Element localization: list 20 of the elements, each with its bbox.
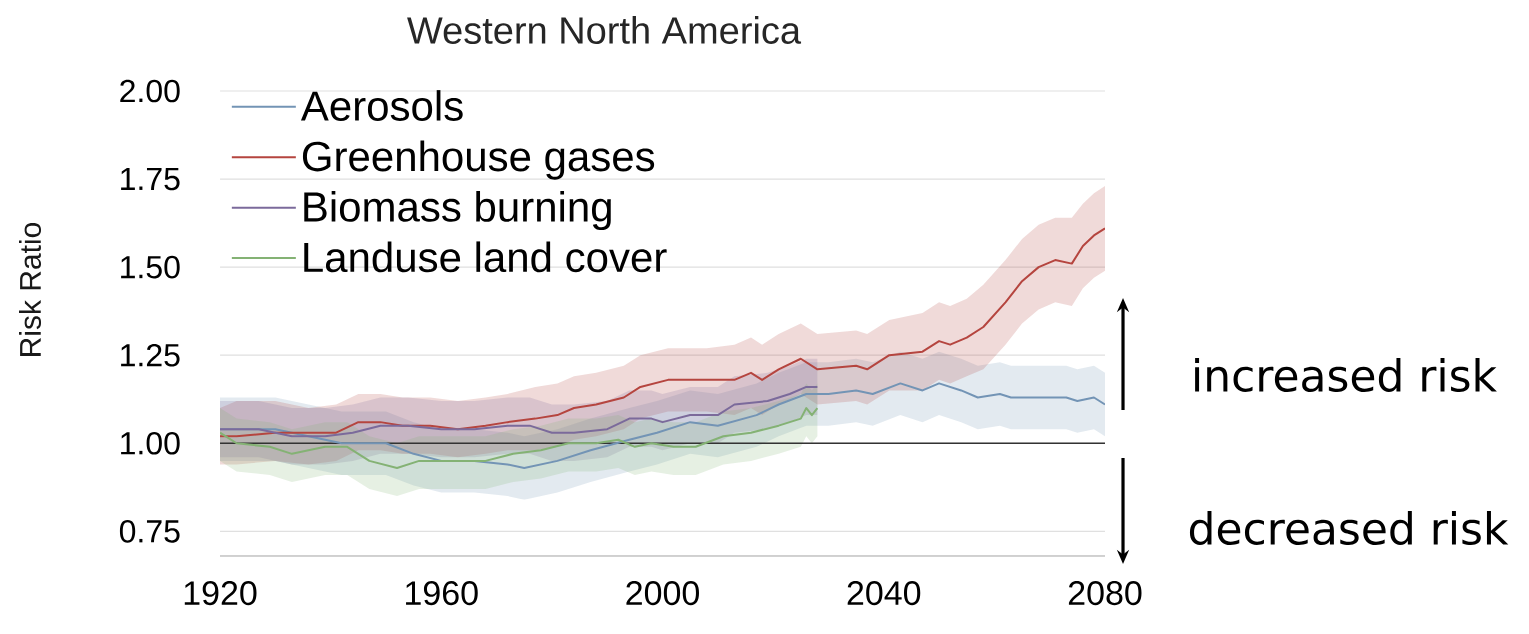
y-tick-label: 0.75 xyxy=(119,520,180,543)
x-tick-label: 1920 xyxy=(184,581,257,606)
y-tick-label: 1.50 xyxy=(121,255,180,279)
legend-label: Landuse land cover xyxy=(304,241,667,273)
text: increased risk xyxy=(1195,357,1497,393)
x-tick-label: 2000 xyxy=(626,581,699,606)
text: decreased risk xyxy=(1189,510,1509,546)
chart-title: Western North America xyxy=(407,16,802,44)
y-tick-label: 2.00 xyxy=(120,79,180,103)
legend-label: Greenhouse gases xyxy=(302,140,655,180)
legend-label: Biomass burning xyxy=(304,190,611,231)
legend-label: Aerosols xyxy=(300,90,463,121)
x-tick-label: 2040 xyxy=(847,581,921,606)
y-axis-title: Risk Ratio xyxy=(19,222,42,356)
line-series xyxy=(220,385,819,438)
y-tick-label: 1.00 xyxy=(121,431,180,455)
x-tick-label: 1960 xyxy=(406,581,478,606)
y-tick-label: 1.25 xyxy=(121,343,180,367)
x-tick-label: 2080 xyxy=(1068,581,1142,606)
y-tick-label: 1.75 xyxy=(121,167,180,191)
